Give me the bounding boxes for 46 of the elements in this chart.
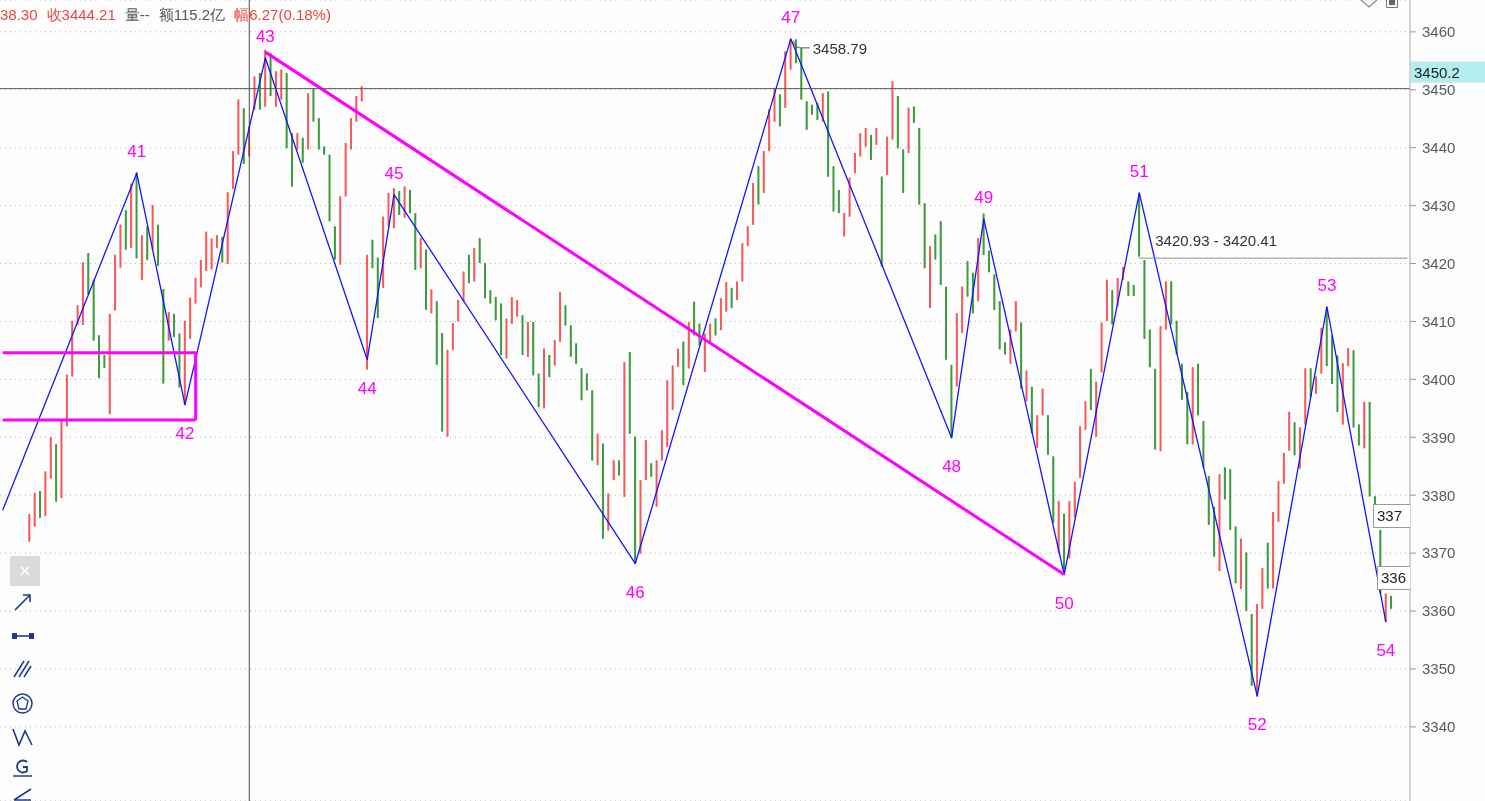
candlestick bbox=[864, 127, 867, 148]
annotation: 54 bbox=[1376, 641, 1396, 661]
y-tick-label: 3430 bbox=[1422, 196, 1456, 214]
data-label: 3420.93 - 3420.41 bbox=[1155, 232, 1278, 250]
y-tick-label: 3460 bbox=[1422, 23, 1456, 41]
annotation: 51 bbox=[1129, 161, 1149, 181]
annotation: 45 bbox=[384, 163, 404, 183]
y-tick-label: 3400 bbox=[1422, 370, 1456, 388]
candlestick bbox=[928, 245, 931, 309]
y-tick-label: 3340 bbox=[1422, 718, 1456, 736]
y-tick-label: 3350 bbox=[1422, 660, 1456, 678]
annotation: 46 bbox=[625, 582, 645, 602]
y-tick-label: 3420 bbox=[1422, 254, 1456, 272]
annotation: 336 bbox=[1377, 566, 1410, 590]
annotation: 3458.79 bbox=[812, 39, 868, 57]
y-tick-label: 3360 bbox=[1422, 602, 1456, 620]
y-tick-label: 3370 bbox=[1422, 544, 1456, 562]
ref-line-label: 3450.2 bbox=[1414, 63, 1460, 81]
candlestick bbox=[542, 348, 545, 409]
annotation: 41 bbox=[127, 142, 147, 162]
candlestick bbox=[870, 134, 873, 161]
annotation: 53 bbox=[1317, 275, 1337, 295]
annotation: 337 bbox=[1373, 504, 1410, 528]
annotation: 52 bbox=[1247, 715, 1267, 735]
candlestick bbox=[291, 132, 294, 187]
candlestick bbox=[575, 342, 578, 365]
candlestick bbox=[484, 262, 487, 299]
candlestick bbox=[156, 224, 159, 267]
candlestick bbox=[98, 334, 100, 379]
candlestick bbox=[735, 280, 738, 301]
candlestick bbox=[349, 117, 352, 150]
annotation: 50 bbox=[1054, 593, 1074, 613]
annotation: 49 bbox=[974, 187, 994, 207]
chart-title: 38.30 收3444.21 量-- 额115.2亿 幅6.27(0.18%) bbox=[0, 6, 331, 23]
annotation: 43 bbox=[255, 26, 275, 46]
y-tick-label: 3440 bbox=[1422, 139, 1456, 157]
y-tick-label: 3390 bbox=[1422, 428, 1456, 446]
annotation: 44 bbox=[357, 378, 377, 398]
candlestick bbox=[677, 348, 680, 368]
y-tick-label: 3450 bbox=[1422, 81, 1456, 99]
y-tick-label: 3410 bbox=[1422, 312, 1456, 330]
annotation: 47 bbox=[781, 7, 801, 27]
annotation: 42 bbox=[175, 423, 195, 443]
candlestick bbox=[1315, 375, 1317, 395]
y-tick-label: 3380 bbox=[1422, 486, 1456, 504]
annotation: 48 bbox=[942, 456, 962, 476]
